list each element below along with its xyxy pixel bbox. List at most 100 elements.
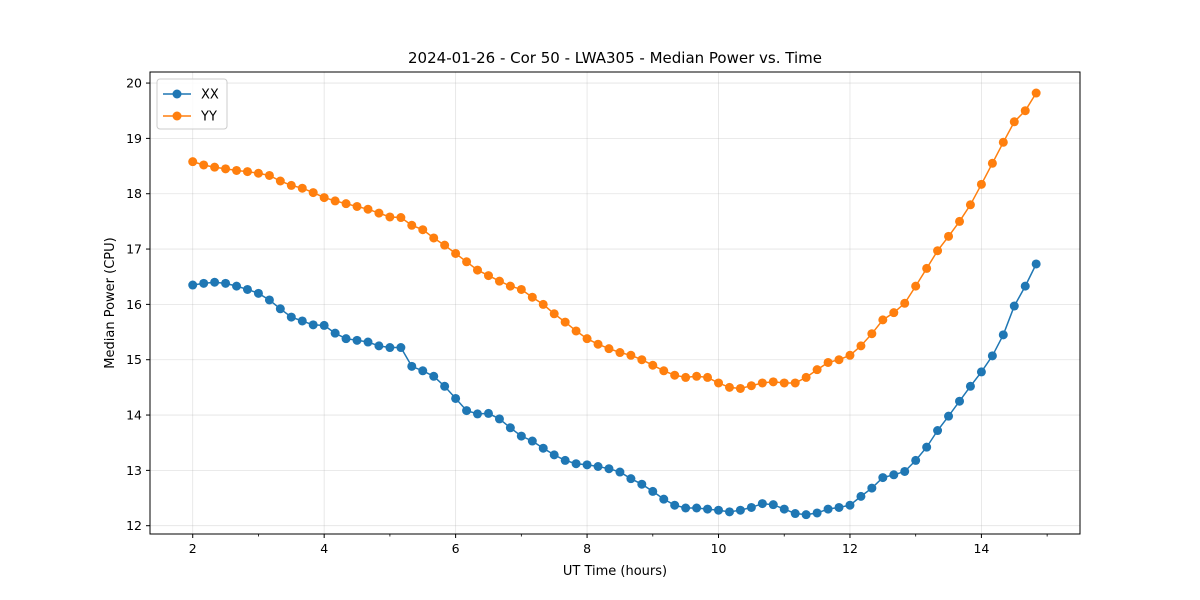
data-point-yy — [330, 196, 340, 206]
data-point-xx — [965, 381, 975, 391]
data-point-xx — [1020, 281, 1030, 291]
data-point-yy — [264, 170, 274, 180]
data-point-xx — [341, 334, 351, 344]
data-point-xx — [976, 367, 986, 377]
data-point-yy — [1009, 117, 1019, 127]
data-point-xx — [363, 337, 373, 347]
y-tick-label: 13 — [126, 463, 142, 478]
data-point-xx — [188, 280, 198, 290]
series-xx — [188, 259, 1041, 520]
data-point-xx — [451, 393, 461, 403]
data-point-xx — [352, 335, 362, 345]
legend-marker — [172, 111, 182, 121]
data-point-yy — [692, 371, 702, 381]
data-point-xx — [221, 278, 231, 288]
y-tick-label: 17 — [126, 242, 142, 257]
data-point-yy — [604, 344, 614, 354]
data-point-yy — [571, 326, 581, 336]
data-point-yy — [199, 160, 209, 170]
x-tick-label: 10 — [711, 541, 727, 556]
y-tick-label: 14 — [126, 408, 142, 423]
data-point-xx — [735, 505, 745, 515]
data-point-yy — [527, 292, 537, 302]
chart-title: 2024-01-26 - Cor 50 - LWA305 - Median Po… — [408, 49, 822, 67]
data-point-yy — [911, 281, 921, 291]
data-point-xx — [812, 508, 822, 518]
data-point-yy — [560, 317, 570, 327]
data-point-xx — [462, 406, 472, 416]
data-point-yy — [637, 355, 647, 365]
data-point-xx — [396, 343, 406, 353]
data-series — [188, 88, 1041, 520]
data-point-yy — [900, 298, 910, 308]
data-point-xx — [714, 505, 724, 515]
x-tick-label: 2 — [189, 541, 197, 556]
data-point-yy — [385, 212, 395, 222]
data-point-xx — [889, 470, 899, 480]
data-point-yy — [483, 271, 493, 281]
legend: XX YY — [156, 78, 228, 130]
data-point-yy — [418, 225, 428, 235]
data-point-xx — [856, 491, 866, 501]
legend-marker — [172, 89, 182, 99]
data-point-yy — [933, 246, 943, 256]
data-point-yy — [648, 360, 658, 370]
data-point-xx — [801, 510, 811, 520]
data-point-xx — [724, 507, 734, 517]
data-point-xx — [615, 467, 625, 477]
data-point-xx — [253, 288, 263, 298]
data-point-xx — [867, 483, 877, 493]
x-tick-label: 14 — [973, 541, 989, 556]
data-point-yy — [505, 281, 515, 291]
y-tick-label: 15 — [126, 352, 142, 367]
data-point-yy — [724, 382, 734, 392]
data-point-yy — [232, 165, 242, 175]
data-point-xx — [527, 436, 537, 446]
data-point-xx — [571, 459, 581, 469]
data-point-xx — [593, 461, 603, 471]
data-point-yy — [681, 372, 691, 382]
data-point-yy — [188, 157, 198, 167]
y-tick-label: 20 — [126, 76, 142, 91]
data-point-yy — [626, 350, 636, 360]
data-point-xx — [232, 281, 242, 291]
data-point-yy — [1031, 88, 1041, 98]
data-point-xx — [998, 330, 1008, 340]
data-point-xx — [385, 343, 395, 353]
data-point-yy — [593, 339, 603, 349]
x-tick-label: 12 — [842, 541, 858, 556]
data-point-yy — [582, 334, 592, 344]
data-point-xx — [922, 442, 932, 452]
data-point-xx — [692, 503, 702, 513]
y-tick-label: 12 — [126, 518, 142, 533]
data-point-yy — [451, 248, 461, 258]
legend-label: YY — [200, 110, 217, 125]
legend-label: XX — [201, 88, 219, 103]
x-tick-label: 8 — [583, 541, 591, 556]
data-point-xx — [779, 504, 789, 514]
data-point-yy — [615, 348, 625, 358]
data-point-yy — [746, 381, 756, 391]
data-point-yy — [757, 378, 767, 388]
data-point-xx — [1009, 301, 1019, 311]
data-point-yy — [703, 372, 713, 382]
data-point-yy — [976, 179, 986, 189]
data-point-yy — [878, 315, 888, 325]
data-point-xx — [473, 409, 483, 419]
data-point-yy — [823, 357, 833, 367]
data-point-xx — [286, 312, 296, 322]
data-point-xx — [757, 499, 767, 509]
data-point-yy — [429, 233, 439, 243]
data-point-yy — [779, 378, 789, 388]
data-point-yy — [275, 176, 285, 186]
data-point-yy — [462, 257, 472, 267]
data-point-xx — [659, 494, 669, 504]
data-point-xx — [1031, 259, 1041, 269]
data-point-yy — [516, 284, 526, 294]
data-point-yy — [253, 168, 263, 178]
x-axis-label: UT Time (hours) — [563, 564, 667, 579]
data-point-yy — [494, 276, 504, 286]
data-point-xx — [900, 466, 910, 476]
data-point-yy — [297, 183, 307, 193]
data-point-yy — [319, 193, 329, 203]
